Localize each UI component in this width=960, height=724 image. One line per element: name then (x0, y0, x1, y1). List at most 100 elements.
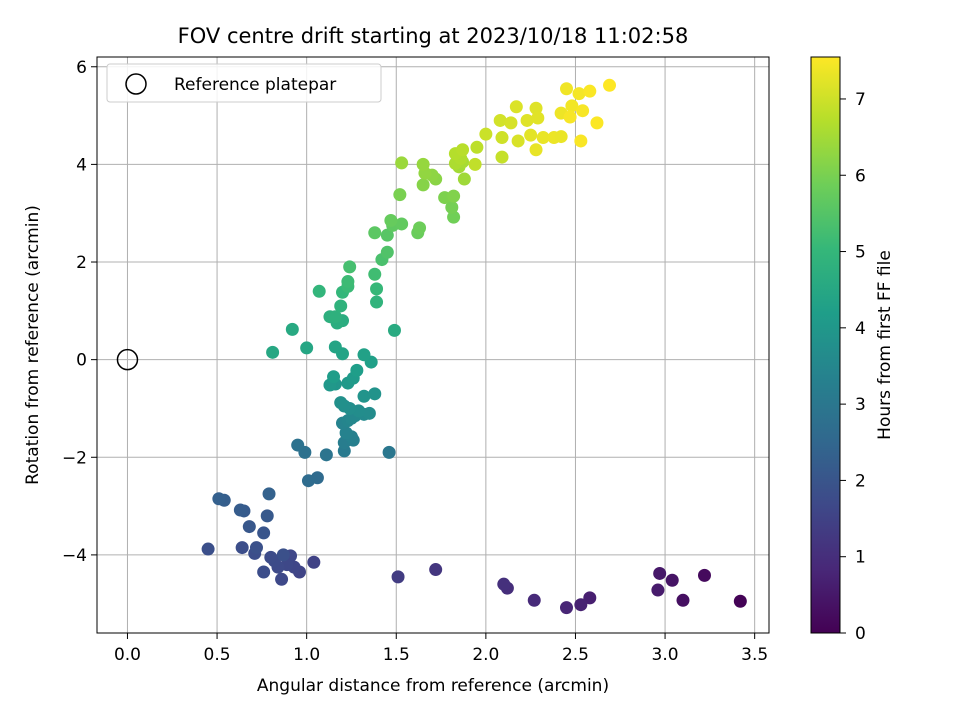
reference-marker (116, 348, 139, 371)
data-point (531, 111, 545, 125)
data-point (387, 323, 401, 337)
data-point (362, 406, 376, 420)
data-point (260, 509, 274, 523)
data-point (697, 568, 711, 582)
data-point (334, 299, 348, 313)
data-point (285, 322, 299, 336)
data-point (257, 526, 271, 540)
data-point (536, 131, 550, 145)
chart-title: FOV centre drift starting at 2023/10/18 … (178, 24, 689, 48)
colorbar-tick-label: 0 (855, 624, 866, 644)
data-point (524, 128, 538, 142)
data-point (233, 503, 247, 517)
data-point (235, 541, 249, 555)
colorbar-tick-label: 3 (855, 395, 866, 415)
colorbar-tick-label: 4 (855, 319, 866, 339)
data-point (560, 82, 574, 96)
data-point (563, 110, 577, 124)
y-tick-label: 0 (76, 351, 87, 371)
reference-platepar-marker (116, 348, 139, 371)
data-point (560, 601, 574, 615)
data-point (266, 345, 280, 359)
colorbar-tick-label: 7 (855, 90, 866, 110)
x-tick-label: 1.0 (293, 645, 320, 665)
data-point (264, 550, 278, 564)
data-point (447, 189, 461, 203)
data-point (665, 573, 679, 587)
x-axis-ticks: 0.0 0.5 1.0 1.5 2.0 2.5 3.0 3.5 (114, 633, 768, 665)
data-point (262, 487, 276, 501)
data-point (395, 156, 409, 170)
data-point (301, 474, 315, 488)
data-point (447, 210, 461, 224)
data-point (370, 295, 384, 309)
data-point (327, 370, 341, 384)
data-points (201, 78, 747, 615)
x-axis-label: Angular distance from reference (arcmin) (257, 676, 609, 696)
data-point (574, 134, 588, 148)
x-tick-label: 0.5 (204, 645, 231, 665)
data-point (319, 448, 333, 462)
x-tick-label: 2.0 (472, 645, 499, 665)
data-point (291, 438, 305, 452)
data-point (470, 140, 484, 154)
x-tick-label: 3.0 (652, 645, 679, 665)
data-point (350, 363, 364, 377)
legend-label-reference: Reference platepar (174, 75, 336, 95)
colorbar-tick-label: 5 (855, 243, 866, 263)
data-point (334, 396, 348, 410)
data-point (416, 157, 430, 171)
data-point (495, 150, 509, 164)
data-point (457, 172, 471, 186)
data-point (368, 267, 382, 281)
y-tick-label: 6 (76, 58, 87, 78)
y-tick-label: −2 (62, 448, 87, 468)
data-point (520, 113, 534, 127)
colorbar-ticks: 0 1 2 3 4 5 6 7 (840, 90, 866, 644)
data-point (384, 214, 398, 228)
data-point (357, 389, 371, 403)
data-point (554, 130, 568, 144)
y-tick-label: 4 (76, 155, 87, 175)
colorbar-tick-label: 6 (855, 166, 866, 186)
data-point (357, 348, 371, 362)
data-point (341, 275, 355, 289)
data-point (529, 101, 543, 115)
data-point (468, 157, 482, 171)
data-point (603, 78, 617, 92)
data-point (479, 127, 493, 141)
data-point (574, 598, 588, 612)
data-point (413, 221, 427, 235)
data-point (339, 426, 353, 440)
plot-area-frame (96, 56, 770, 634)
data-point (733, 594, 747, 608)
data-point (497, 577, 511, 591)
data-point (257, 565, 271, 579)
data-point (300, 341, 314, 355)
data-point (380, 228, 394, 242)
data-point (495, 131, 509, 145)
data-point (242, 520, 256, 534)
data-point (445, 200, 459, 214)
data-point (651, 583, 665, 597)
colorbar-tick-label: 1 (855, 548, 866, 568)
x-tick-label: 0.0 (114, 645, 141, 665)
data-point (368, 387, 382, 401)
data-point (590, 116, 604, 130)
data-point (382, 445, 396, 459)
data-point (276, 548, 290, 562)
y-tick-label: 2 (76, 253, 87, 273)
y-tick-label: −4 (62, 546, 87, 566)
data-point (380, 245, 394, 259)
x-tick-label: 3.5 (741, 645, 768, 665)
legend: Reference platepar (106, 63, 382, 103)
data-point (583, 591, 597, 605)
data-point (583, 84, 597, 98)
data-point (201, 542, 215, 556)
data-point (368, 226, 382, 240)
data-point (504, 116, 518, 130)
y-axis-ticks: −4 −2 0 2 4 6 (62, 58, 97, 566)
data-point (328, 310, 342, 324)
legend-box (106, 63, 382, 103)
